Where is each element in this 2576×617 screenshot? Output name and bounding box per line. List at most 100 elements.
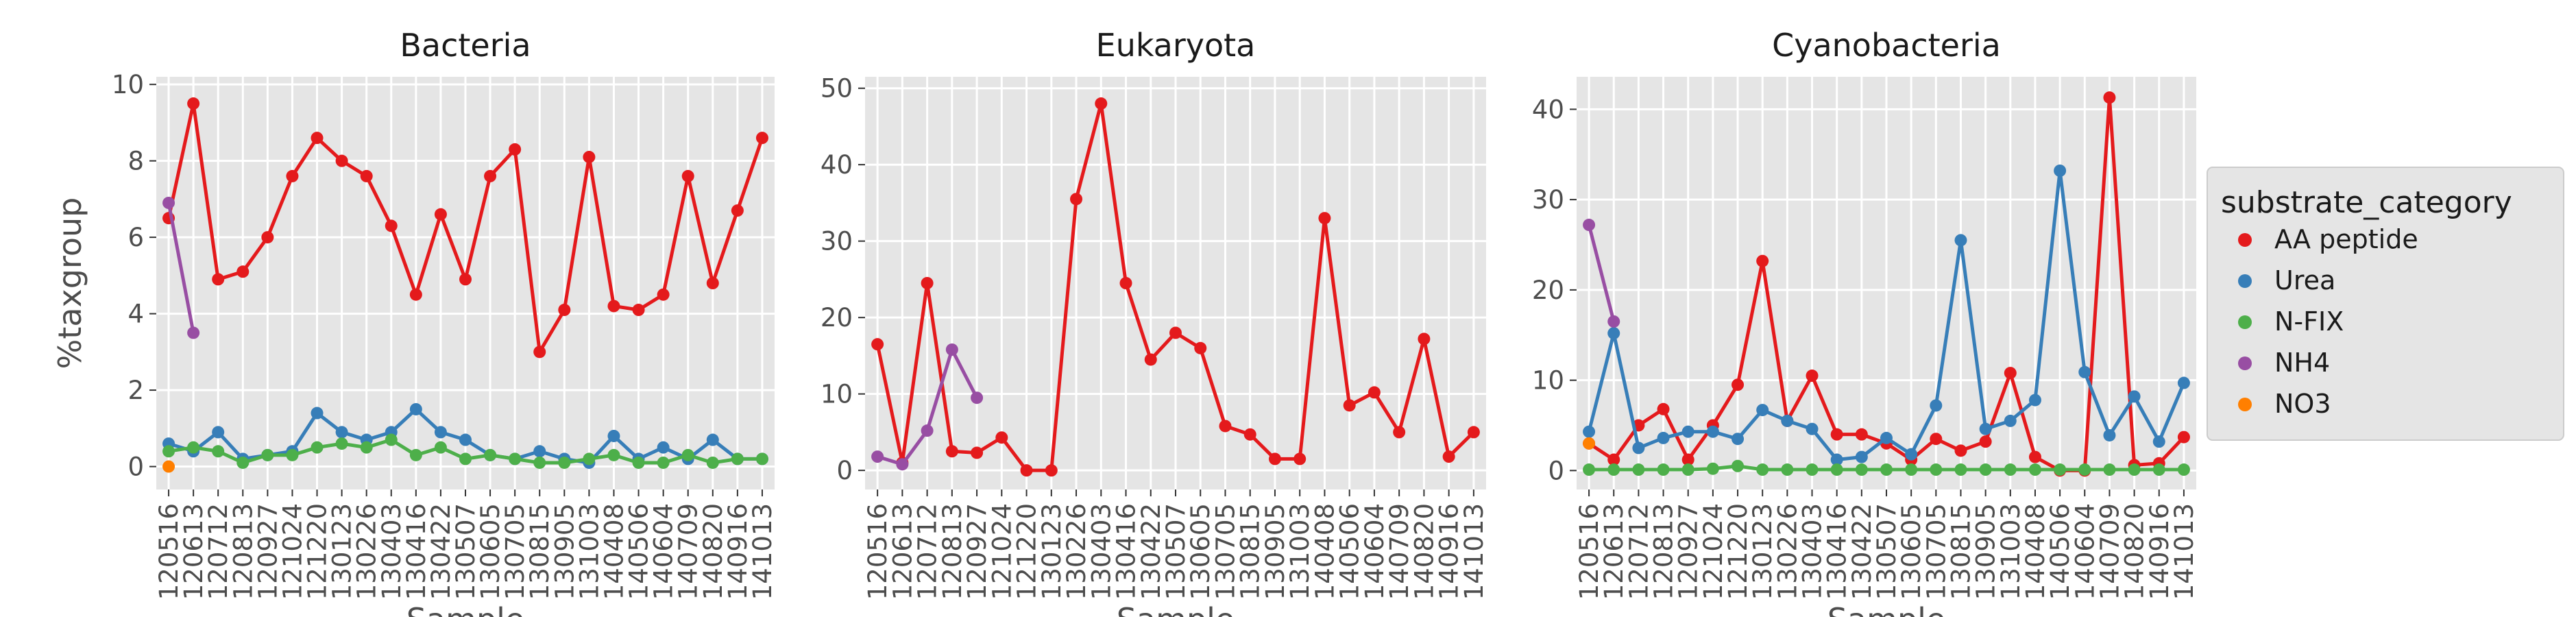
series-no3: [1583, 437, 1596, 450]
data-point: [236, 456, 250, 469]
data-point: [995, 431, 1008, 444]
x-tick-label: 140916: [723, 503, 753, 600]
data-point: [1393, 426, 1406, 439]
data-point: [236, 265, 250, 278]
data-point: [755, 132, 768, 145]
x-tick-label: 140408: [599, 503, 629, 600]
x-tick-label: 130507: [1161, 503, 1191, 600]
data-point: [871, 450, 884, 463]
data-point: [261, 448, 274, 461]
x-tick-label: 130605: [1897, 503, 1926, 600]
data-point: [335, 437, 348, 450]
data-point: [2028, 394, 2041, 407]
x-tick-label: 121024: [1699, 503, 1728, 600]
data-point: [1979, 435, 1992, 448]
y-tick-label: 20: [821, 303, 853, 332]
data-point: [558, 456, 571, 469]
data-point: [2128, 390, 2141, 403]
data-point: [607, 300, 620, 313]
data-point: [558, 304, 571, 317]
data-point: [1583, 463, 1596, 476]
data-point: [2004, 367, 2017, 380]
data-point: [286, 448, 299, 461]
data-point: [509, 143, 522, 156]
x-tick-label: 130123: [1037, 503, 1067, 600]
data-point: [360, 441, 373, 454]
data-point: [706, 433, 719, 446]
data-point: [187, 326, 200, 339]
x-tick-label: 140408: [1310, 503, 1339, 600]
x-tick-label: 121024: [278, 503, 307, 600]
x-tick-label: 140820: [1409, 503, 1439, 600]
data-point: [1706, 462, 1719, 475]
data-point: [1657, 463, 1670, 476]
data-point: [1880, 463, 1893, 476]
legend-entries: AA peptide Urea N-FIX NH4 NO3: [2238, 224, 2418, 419]
x-tick-label: 130605: [476, 503, 505, 600]
data-point: [162, 196, 175, 209]
data-point: [971, 391, 984, 404]
x-tick-label: 130815: [1236, 503, 1265, 600]
panel-bacteria: 0246810120516120613120712120813120927121…: [51, 27, 777, 617]
data-point: [731, 452, 744, 465]
legend-title: substrate_category: [2221, 185, 2512, 220]
series-nh4: [162, 196, 200, 339]
chart-panels: 0246810120516120613120712120813120927121…: [51, 27, 2199, 617]
x-tick-label: 131003: [1285, 503, 1315, 600]
data-point: [1243, 428, 1256, 441]
data-point: [311, 132, 324, 145]
x-tick-label: 130123: [1748, 503, 1777, 600]
data-point: [1806, 463, 1819, 476]
y-tick-label: 20: [1532, 276, 1564, 305]
series-n-fix: [162, 433, 768, 469]
x-tick-label: 140604: [1360, 503, 1389, 600]
data-point: [459, 433, 472, 446]
data-point: [1095, 97, 1108, 110]
data-point: [706, 277, 719, 289]
data-point: [1905, 463, 1918, 476]
data-point: [2004, 463, 2017, 476]
data-point: [311, 441, 324, 454]
x-tick-label: 130605: [1186, 503, 1215, 600]
data-point: [1756, 463, 1769, 476]
x-tick-label: 140916: [2145, 503, 2174, 600]
legend-entry-label: Urea: [2274, 265, 2335, 295]
data-point: [632, 456, 645, 469]
x-tick-label: 140604: [649, 503, 679, 600]
data-point: [409, 288, 422, 301]
panel-cyanobacteria: 0102030401205161206131207121208131209271…: [1532, 27, 2199, 617]
data-point: [1756, 404, 1769, 417]
x-tick-label: 120712: [204, 503, 233, 600]
series-nh4: [871, 343, 984, 471]
data-point: [409, 448, 422, 461]
data-point: [1756, 254, 1769, 267]
legend-marker: [2238, 315, 2252, 329]
data-point: [681, 448, 694, 461]
data-point: [2103, 91, 2116, 104]
x-tick-label: 140506: [1335, 503, 1365, 600]
data-point: [1681, 463, 1694, 476]
x-tick-label: 130226: [1062, 503, 1091, 600]
y-tick-label: 2: [127, 376, 144, 405]
data-point: [1905, 448, 1918, 461]
data-point: [945, 343, 958, 356]
data-point: [657, 456, 670, 469]
x-tick-label: 140408: [2021, 503, 2050, 600]
x-tick-label: 130705: [1211, 503, 1240, 600]
x-tick-label: 130226: [1773, 503, 1802, 600]
x-tick-label: 120927: [253, 503, 282, 600]
data-point: [755, 452, 768, 465]
y-tick-label: 50: [821, 74, 853, 104]
data-point: [583, 151, 596, 164]
x-tick-label: 130416: [1112, 503, 1141, 600]
data-point: [434, 208, 447, 221]
legend-marker: [2238, 398, 2252, 411]
data-point: [1979, 422, 1992, 435]
data-point: [1855, 450, 1868, 463]
data-point: [1731, 459, 1745, 472]
y-tick-label: 10: [112, 70, 144, 99]
data-point: [1583, 219, 1596, 232]
x-tick-label: 130815: [525, 503, 555, 600]
data-point: [187, 97, 200, 110]
data-point: [1855, 428, 1868, 441]
